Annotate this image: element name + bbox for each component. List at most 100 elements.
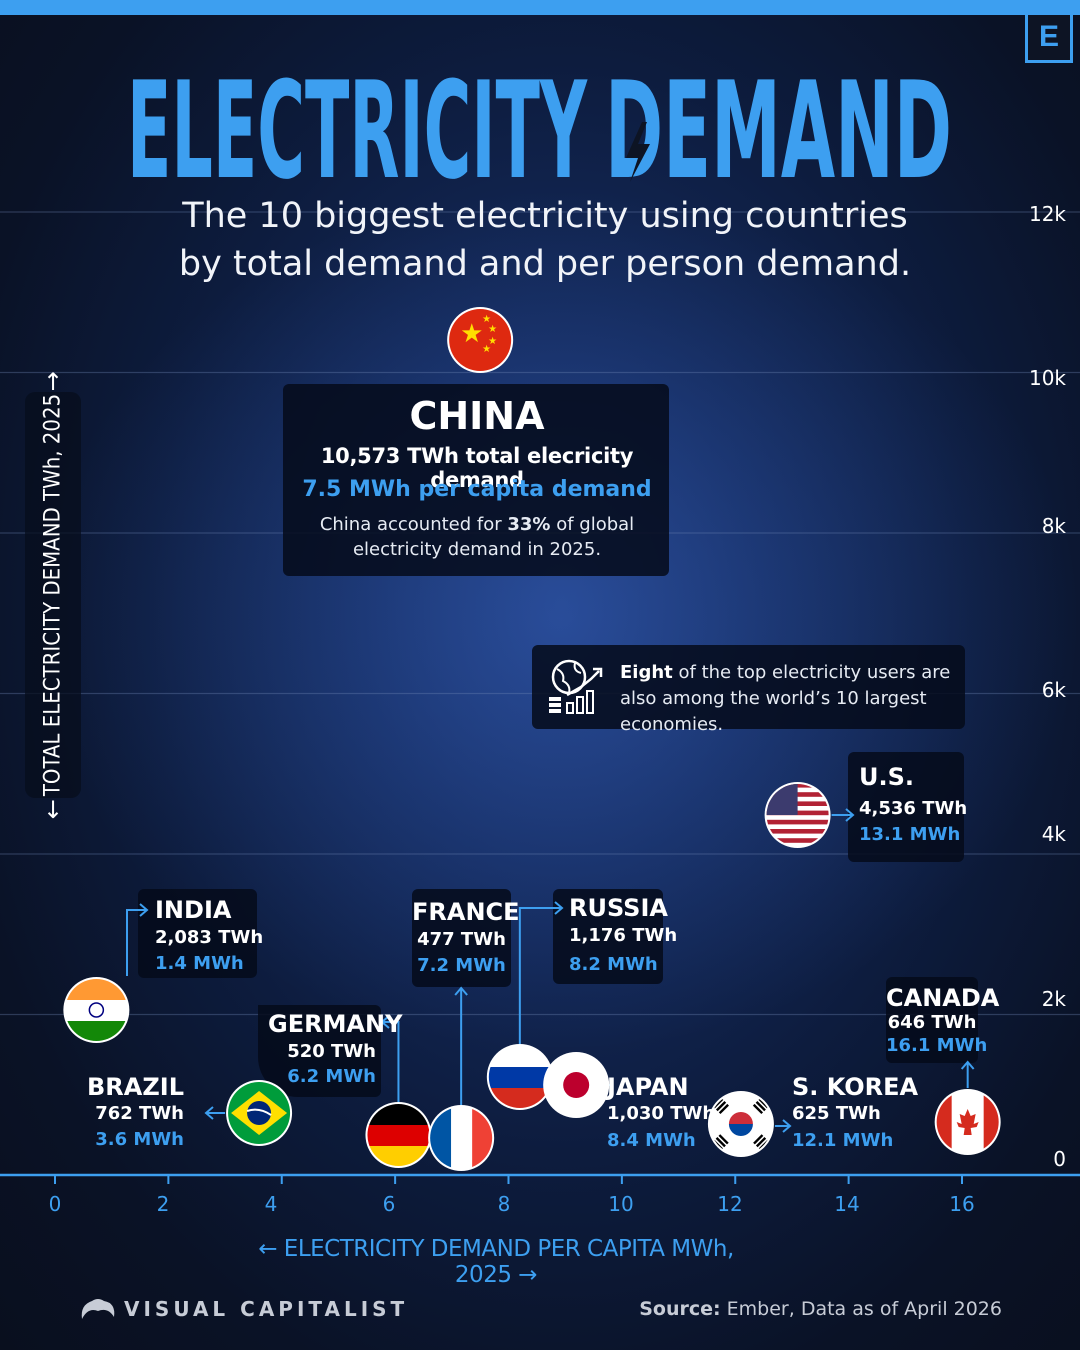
label-germany-total: 520 TWh [287, 1041, 376, 1062]
label-russia-per-capita: 8.2 MWh [569, 954, 658, 975]
x-tick-label: 12 [717, 1192, 743, 1216]
arrow-head [554, 901, 564, 915]
economies-callout-panel [532, 645, 965, 729]
point-china: ★★★★★ [447, 307, 514, 373]
y-tick-label: 0 [1053, 1147, 1066, 1171]
data-markers: ★★★★★ [63, 307, 1001, 1171]
arrow-head [380, 1015, 390, 1029]
leader-line [126, 909, 147, 976]
y-axis-label-box [25, 392, 81, 798]
x-tick-label: 6 [382, 1192, 396, 1216]
x-tick-label: 2 [156, 1192, 170, 1216]
arrow-head [139, 903, 149, 917]
label-skorea-name: S. KOREA [792, 1073, 919, 1101]
label-russia-name: RUSSIA [569, 894, 668, 922]
x-tick-label: 16 [949, 1192, 975, 1216]
point-germany [365, 1102, 432, 1168]
page-title: ELECTRICITY DEMAND [127, 53, 952, 192]
china-note-text: China accounted for [319, 514, 508, 535]
svg-text:★: ★ [482, 314, 491, 325]
arrow-head [845, 808, 855, 822]
label-brazil-per-capita: 3.6 MWh [95, 1129, 184, 1150]
label-france-per-capita: 7.2 MWh [417, 955, 506, 976]
globe-chart-icon [549, 659, 603, 714]
china-name: CHINA [409, 394, 545, 438]
subtitle-line-2: by total demand and per person demand. [178, 244, 912, 284]
title-part2: DEMAND [605, 53, 952, 192]
footer-brand: VISUAL CAPITALIST [124, 1297, 409, 1321]
china-share: 33% [507, 514, 551, 535]
label-france-total: 477 TWh [417, 929, 506, 950]
germany-label-panel [258, 1005, 381, 1097]
label-canada-total: 646 TWh [887, 1012, 977, 1033]
economies-count: Eight [620, 662, 673, 683]
x-axis-label: ← ELECTRICITY DEMAND PER CAPITA MWh, 202… [258, 1236, 734, 1288]
x-tick-label: 8 [497, 1192, 511, 1216]
economies-note-text: of the top electricity users are also am… [620, 662, 951, 735]
label-skorea-per-capita: 12.1 MWh [792, 1130, 894, 1151]
us-label-panel [848, 752, 964, 862]
visual-capitalist-logo-icon [81, 1299, 115, 1319]
point-japan [543, 1052, 610, 1118]
label-us-total: 4,536 TWh [859, 798, 968, 819]
label-us-name: U.S. [859, 763, 915, 791]
source-label: Source: [639, 1298, 721, 1320]
point-india [63, 977, 130, 1043]
x-tick-label: 0 [48, 1192, 62, 1216]
label-india-per-capita: 1.4 MWh [155, 953, 244, 974]
arrow-head [960, 1060, 975, 1070]
arrow-head [782, 1119, 792, 1133]
india-label-panel [138, 889, 257, 978]
label-russia-total: 1,176 TWh [569, 925, 678, 946]
point-france [428, 1105, 495, 1171]
x-tick-label: 10 [608, 1192, 634, 1216]
leader-line [518, 907, 562, 1045]
y-tick-label: 6k [1041, 678, 1066, 702]
y-tick-label: 8k [1041, 514, 1066, 538]
source-text: Ember, Data as of April 2026 [726, 1298, 1002, 1320]
y-tick-label: 12k [1028, 202, 1066, 226]
subtitle: The 10 biggest electricity using countri… [140, 192, 950, 288]
canada-label-panel [886, 977, 978, 1063]
svg-text:★: ★ [488, 336, 497, 347]
label-india-total: 2,083 TWh [155, 927, 264, 948]
label-germany-per-capita: 6.2 MWh [287, 1066, 376, 1087]
brand-logo-icon: E [1025, 15, 1073, 63]
label-germany-name: GERMANY [268, 1010, 403, 1038]
top-accent-bar [0, 0, 1080, 15]
x-axis-label-text: ELECTRICITY DEMAND PER CAPITA MWh, 2025 [283, 1236, 734, 1288]
svg-text:★: ★ [482, 344, 491, 355]
title-part1: ELECTRICITY [127, 53, 588, 192]
point-us [764, 782, 831, 848]
economies-note: Eight of the top electricity users are a… [620, 660, 960, 738]
svg-text:★: ★ [460, 319, 483, 349]
china-note-text-2: of global electricity demand in 2025. [352, 514, 635, 560]
arrow-head [454, 986, 468, 996]
point-brazil [226, 1080, 293, 1146]
footer-source: Source: Ember, Data as of April 2026 [639, 1298, 1002, 1320]
france-label-panel [412, 889, 511, 987]
china-total-demand: 10,573 TWh total elecricity demand [320, 444, 634, 492]
label-japan-name: JAPAN [607, 1073, 689, 1101]
china-callout-panel [283, 384, 669, 576]
china-per-capita: 7.5 MWh per capita demand [302, 477, 652, 502]
arrow-up-icon: ↑ [43, 368, 64, 396]
china-note: China accounted for 33% of global electr… [300, 512, 654, 562]
label-japan-total: 1,030 TWh [607, 1103, 716, 1124]
lightning-bolt-icon [626, 122, 650, 182]
point-skorea [707, 1091, 774, 1157]
subtitle-line-1: The 10 biggest electricity using countri… [182, 196, 908, 236]
point-canada [934, 1089, 1001, 1155]
x-tick-label: 14 [834, 1192, 860, 1216]
label-canada-per-capita: 16.1 MWh [886, 1035, 988, 1056]
label-skorea-total: 625 TWh [792, 1103, 881, 1124]
leader-line [382, 1021, 400, 1103]
russia-label-panel [553, 889, 663, 984]
label-brazil-name: BRAZIL [87, 1073, 184, 1101]
leader-lines [126, 808, 975, 1133]
x-tick-label: 4 [264, 1192, 278, 1216]
y-tick-label: 2k [1041, 987, 1066, 1011]
label-canada-name: CANADA [886, 984, 1000, 1012]
